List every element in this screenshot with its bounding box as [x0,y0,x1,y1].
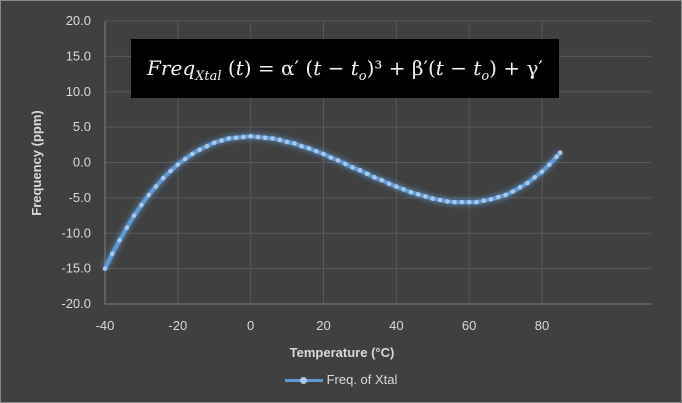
data-point [182,156,188,162]
data-point [343,161,348,167]
y-tick-label: -20.0 [61,296,91,311]
data-point [557,150,563,155]
data-point [277,137,283,143]
x-tick-label: 80 [535,318,549,333]
data-point [241,134,246,140]
equation-text: FreqXtal (t) = α′ (t − to)³ + β′(t − to)… [147,56,543,84]
data-point [372,175,377,180]
legend-label: Freq. of Xtal [326,372,398,387]
data-point [452,199,457,205]
data-point [190,151,195,157]
data-point [357,167,363,173]
data-point [211,140,217,145]
equation-annotation: FreqXtal (t) = α′ (t − to)³ + β′(t − to)… [131,39,559,98]
y-tick-label: 5.0 [73,119,91,134]
data-point [262,135,268,141]
y-tick-label: 20.0 [66,13,91,28]
data-point [124,225,130,230]
x-tick-label: 0 [247,318,254,333]
data-point [350,165,355,170]
data-point [197,147,202,153]
data-point [292,141,297,146]
y-axis-title: Frequency (ppm) [29,110,44,215]
data-point [109,251,115,257]
data-point [160,175,166,181]
data-point [270,136,275,141]
data-point [313,148,319,154]
legend-swatch [284,377,323,385]
data-point [131,213,137,218]
y-tick-label: -10.0 [61,225,91,240]
data-point [139,202,144,208]
data-point [175,162,181,167]
x-tick-label: 40 [389,318,403,333]
data-point [517,184,523,190]
data-point [525,180,530,186]
data-point [204,143,210,149]
legend: Freq. of Xtal [1,372,681,387]
data-point [219,138,224,143]
data-point [386,181,392,187]
data-point [401,187,406,192]
data-point [284,139,290,145]
data-point [255,134,261,140]
data-point [437,197,443,203]
x-axis-title: Temperature (°C) [290,345,395,360]
data-point [102,266,108,271]
data-point [146,192,151,198]
data-point [379,177,385,183]
data-point [299,143,304,149]
data-point [539,169,545,174]
data-point [503,192,508,198]
y-tick-label: 0.0 [73,155,91,170]
y-tick-label: -5.0 [69,190,91,205]
data-point [168,168,173,174]
data-point [459,199,465,205]
data-point [117,238,122,243]
x-tick-label: 20 [316,318,330,333]
data-point [364,171,370,177]
data-point [466,199,472,205]
data-point [321,151,326,157]
data-point [546,162,552,167]
data-point [233,135,239,141]
data-point [226,136,232,141]
data-point [474,199,479,205]
data-point [510,189,516,194]
data-point [394,184,399,189]
data-point [481,198,487,204]
y-tick-label: 15.0 [66,48,91,63]
data-point [328,155,334,160]
data-point [445,199,450,204]
series-line [103,134,562,270]
data-point [153,184,159,189]
data-point [415,192,421,197]
data-point [423,194,428,199]
data-point [554,154,559,160]
y-tick-label: -15.0 [61,261,91,276]
x-tick-label: -40 [96,318,115,333]
data-point [306,146,312,151]
data-point [408,189,414,195]
y-tick-label: 10.0 [66,84,91,99]
data-point [335,158,341,163]
x-tick-label: 60 [462,318,476,333]
x-tick-label: -20 [168,318,187,333]
data-point [496,194,501,200]
data-point [532,175,538,180]
data-point [248,134,253,139]
data-point [488,196,494,202]
data-point [430,196,436,201]
